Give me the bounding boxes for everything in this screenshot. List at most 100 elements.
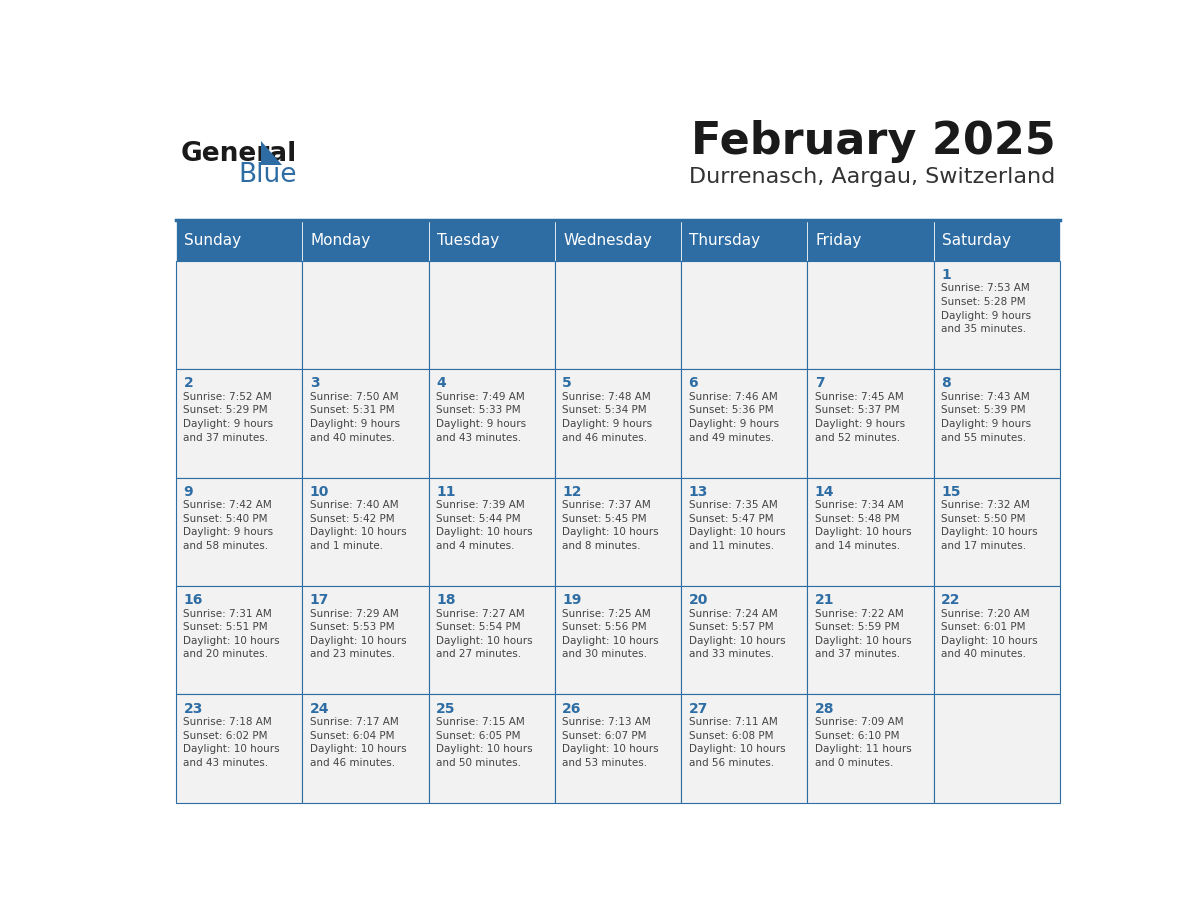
Bar bbox=[681, 586, 808, 694]
Text: 13: 13 bbox=[689, 485, 708, 498]
Bar bbox=[681, 369, 808, 477]
Bar bbox=[303, 369, 429, 477]
Bar bbox=[934, 219, 1060, 261]
Text: 5: 5 bbox=[562, 376, 573, 390]
Text: Sunrise: 7:22 AM
Sunset: 5:59 PM
Daylight: 10 hours
and 37 minutes.: Sunrise: 7:22 AM Sunset: 5:59 PM Dayligh… bbox=[815, 609, 911, 659]
Bar bbox=[934, 369, 1060, 477]
Bar bbox=[176, 219, 303, 261]
Text: February 2025: February 2025 bbox=[690, 120, 1055, 163]
Text: 25: 25 bbox=[436, 701, 455, 715]
Text: Wednesday: Wednesday bbox=[563, 233, 652, 248]
Bar bbox=[429, 369, 555, 477]
Text: 10: 10 bbox=[310, 485, 329, 498]
Bar bbox=[303, 261, 429, 369]
Text: 23: 23 bbox=[183, 701, 203, 715]
Text: Sunrise: 7:24 AM
Sunset: 5:57 PM
Daylight: 10 hours
and 33 minutes.: Sunrise: 7:24 AM Sunset: 5:57 PM Dayligh… bbox=[689, 609, 785, 659]
Text: Sunrise: 7:13 AM
Sunset: 6:07 PM
Daylight: 10 hours
and 53 minutes.: Sunrise: 7:13 AM Sunset: 6:07 PM Dayligh… bbox=[562, 717, 659, 767]
Bar bbox=[429, 261, 555, 369]
Bar bbox=[808, 261, 934, 369]
Text: Sunrise: 7:42 AM
Sunset: 5:40 PM
Daylight: 9 hours
and 58 minutes.: Sunrise: 7:42 AM Sunset: 5:40 PM Dayligh… bbox=[183, 500, 273, 551]
Bar bbox=[555, 586, 681, 694]
Text: Sunrise: 7:29 AM
Sunset: 5:53 PM
Daylight: 10 hours
and 23 minutes.: Sunrise: 7:29 AM Sunset: 5:53 PM Dayligh… bbox=[310, 609, 406, 659]
Bar bbox=[176, 477, 303, 586]
Bar bbox=[681, 219, 808, 261]
Bar bbox=[303, 694, 429, 803]
Text: Sunrise: 7:48 AM
Sunset: 5:34 PM
Daylight: 9 hours
and 46 minutes.: Sunrise: 7:48 AM Sunset: 5:34 PM Dayligh… bbox=[562, 392, 652, 442]
Bar bbox=[555, 694, 681, 803]
Text: Sunrise: 7:27 AM
Sunset: 5:54 PM
Daylight: 10 hours
and 27 minutes.: Sunrise: 7:27 AM Sunset: 5:54 PM Dayligh… bbox=[436, 609, 532, 659]
Bar bbox=[934, 586, 1060, 694]
Text: 20: 20 bbox=[689, 593, 708, 607]
Text: 6: 6 bbox=[689, 376, 699, 390]
Text: 4: 4 bbox=[436, 376, 446, 390]
Text: Sunrise: 7:32 AM
Sunset: 5:50 PM
Daylight: 10 hours
and 17 minutes.: Sunrise: 7:32 AM Sunset: 5:50 PM Dayligh… bbox=[941, 500, 1037, 551]
Bar bbox=[176, 261, 303, 369]
Text: 16: 16 bbox=[183, 593, 203, 607]
Polygon shape bbox=[261, 140, 282, 165]
Text: Sunrise: 7:39 AM
Sunset: 5:44 PM
Daylight: 10 hours
and 4 minutes.: Sunrise: 7:39 AM Sunset: 5:44 PM Dayligh… bbox=[436, 500, 532, 551]
Bar bbox=[303, 477, 429, 586]
Bar bbox=[555, 369, 681, 477]
Bar bbox=[429, 477, 555, 586]
Text: Sunrise: 7:53 AM
Sunset: 5:28 PM
Daylight: 9 hours
and 35 minutes.: Sunrise: 7:53 AM Sunset: 5:28 PM Dayligh… bbox=[941, 284, 1031, 334]
Bar bbox=[555, 477, 681, 586]
Bar bbox=[176, 369, 303, 477]
Text: Sunrise: 7:45 AM
Sunset: 5:37 PM
Daylight: 9 hours
and 52 minutes.: Sunrise: 7:45 AM Sunset: 5:37 PM Dayligh… bbox=[815, 392, 905, 442]
Bar bbox=[429, 219, 555, 261]
Text: 26: 26 bbox=[562, 701, 582, 715]
Text: Sunrise: 7:37 AM
Sunset: 5:45 PM
Daylight: 10 hours
and 8 minutes.: Sunrise: 7:37 AM Sunset: 5:45 PM Dayligh… bbox=[562, 500, 659, 551]
Text: Friday: Friday bbox=[816, 233, 862, 248]
Text: 27: 27 bbox=[689, 701, 708, 715]
Text: Sunrise: 7:20 AM
Sunset: 6:01 PM
Daylight: 10 hours
and 40 minutes.: Sunrise: 7:20 AM Sunset: 6:01 PM Dayligh… bbox=[941, 609, 1037, 659]
Text: 22: 22 bbox=[941, 593, 961, 607]
Text: 14: 14 bbox=[815, 485, 834, 498]
Bar bbox=[808, 477, 934, 586]
Text: Sunrise: 7:11 AM
Sunset: 6:08 PM
Daylight: 10 hours
and 56 minutes.: Sunrise: 7:11 AM Sunset: 6:08 PM Dayligh… bbox=[689, 717, 785, 767]
Bar bbox=[555, 261, 681, 369]
Bar bbox=[934, 477, 1060, 586]
Text: 17: 17 bbox=[310, 593, 329, 607]
Bar bbox=[176, 586, 303, 694]
Text: Blue: Blue bbox=[239, 162, 297, 188]
Text: 2: 2 bbox=[183, 376, 194, 390]
Text: Sunrise: 7:50 AM
Sunset: 5:31 PM
Daylight: 9 hours
and 40 minutes.: Sunrise: 7:50 AM Sunset: 5:31 PM Dayligh… bbox=[310, 392, 400, 442]
Text: Saturday: Saturday bbox=[942, 233, 1011, 248]
Text: Sunrise: 7:17 AM
Sunset: 6:04 PM
Daylight: 10 hours
and 46 minutes.: Sunrise: 7:17 AM Sunset: 6:04 PM Dayligh… bbox=[310, 717, 406, 767]
Text: Sunrise: 7:52 AM
Sunset: 5:29 PM
Daylight: 9 hours
and 37 minutes.: Sunrise: 7:52 AM Sunset: 5:29 PM Dayligh… bbox=[183, 392, 273, 442]
Text: 28: 28 bbox=[815, 701, 834, 715]
Bar bbox=[303, 586, 429, 694]
Text: 24: 24 bbox=[310, 701, 329, 715]
Bar bbox=[681, 477, 808, 586]
Bar bbox=[429, 586, 555, 694]
Bar bbox=[934, 261, 1060, 369]
Text: 7: 7 bbox=[815, 376, 824, 390]
Text: Sunrise: 7:18 AM
Sunset: 6:02 PM
Daylight: 10 hours
and 43 minutes.: Sunrise: 7:18 AM Sunset: 6:02 PM Dayligh… bbox=[183, 717, 280, 767]
Text: Durrenasch, Aargau, Switzerland: Durrenasch, Aargau, Switzerland bbox=[689, 167, 1055, 187]
Text: Tuesday: Tuesday bbox=[437, 233, 499, 248]
Text: 18: 18 bbox=[436, 593, 455, 607]
Bar bbox=[303, 219, 429, 261]
Text: Sunrise: 7:31 AM
Sunset: 5:51 PM
Daylight: 10 hours
and 20 minutes.: Sunrise: 7:31 AM Sunset: 5:51 PM Dayligh… bbox=[183, 609, 280, 659]
Bar bbox=[429, 694, 555, 803]
Text: 8: 8 bbox=[941, 376, 950, 390]
Bar bbox=[934, 694, 1060, 803]
Bar bbox=[555, 219, 681, 261]
Bar bbox=[681, 694, 808, 803]
Text: Sunday: Sunday bbox=[184, 233, 241, 248]
Bar bbox=[808, 219, 934, 261]
Text: Monday: Monday bbox=[311, 233, 371, 248]
Text: Sunrise: 7:09 AM
Sunset: 6:10 PM
Daylight: 11 hours
and 0 minutes.: Sunrise: 7:09 AM Sunset: 6:10 PM Dayligh… bbox=[815, 717, 911, 767]
Text: Sunrise: 7:15 AM
Sunset: 6:05 PM
Daylight: 10 hours
and 50 minutes.: Sunrise: 7:15 AM Sunset: 6:05 PM Dayligh… bbox=[436, 717, 532, 767]
Text: Sunrise: 7:43 AM
Sunset: 5:39 PM
Daylight: 9 hours
and 55 minutes.: Sunrise: 7:43 AM Sunset: 5:39 PM Dayligh… bbox=[941, 392, 1031, 442]
Text: 15: 15 bbox=[941, 485, 961, 498]
Text: 11: 11 bbox=[436, 485, 455, 498]
Text: Thursday: Thursday bbox=[689, 233, 760, 248]
Text: Sunrise: 7:49 AM
Sunset: 5:33 PM
Daylight: 9 hours
and 43 minutes.: Sunrise: 7:49 AM Sunset: 5:33 PM Dayligh… bbox=[436, 392, 526, 442]
Text: 21: 21 bbox=[815, 593, 834, 607]
Text: 12: 12 bbox=[562, 485, 582, 498]
Bar bbox=[808, 369, 934, 477]
Text: Sunrise: 7:35 AM
Sunset: 5:47 PM
Daylight: 10 hours
and 11 minutes.: Sunrise: 7:35 AM Sunset: 5:47 PM Dayligh… bbox=[689, 500, 785, 551]
Text: Sunrise: 7:25 AM
Sunset: 5:56 PM
Daylight: 10 hours
and 30 minutes.: Sunrise: 7:25 AM Sunset: 5:56 PM Dayligh… bbox=[562, 609, 659, 659]
Bar bbox=[681, 261, 808, 369]
Text: Sunrise: 7:40 AM
Sunset: 5:42 PM
Daylight: 10 hours
and 1 minute.: Sunrise: 7:40 AM Sunset: 5:42 PM Dayligh… bbox=[310, 500, 406, 551]
